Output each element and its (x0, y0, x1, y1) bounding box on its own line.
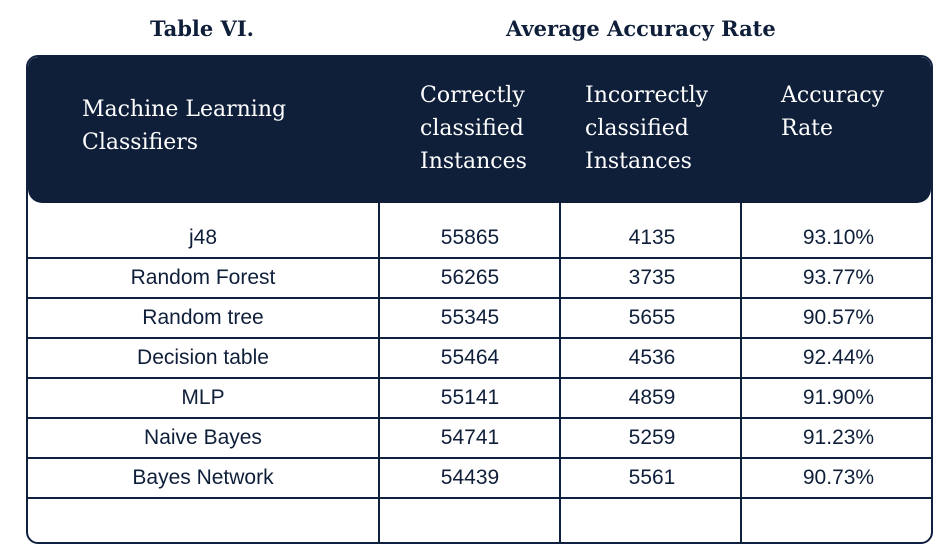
header-incorrectly-classified: Incorrectly classified Instances (585, 83, 709, 174)
cell-correctly-classified (380, 499, 560, 542)
table-row: Random Forest 56265 3735 93.77% (28, 259, 931, 299)
table-row: Random tree 55345 5655 90.57% (28, 299, 931, 339)
cell-accuracy-rate: 93.10% (802, 226, 875, 249)
cell-incorrectly-classified: 4135 (628, 226, 676, 249)
cell-accuracy-rate: 92.44% (802, 346, 875, 369)
table-row: MLP 55141 4859 91.90% (28, 379, 931, 419)
cell-classifier: Naive Bayes (144, 426, 262, 449)
column-divider (559, 203, 561, 542)
table-row: j48 55865 4135 93.10% (28, 219, 931, 259)
cell-correctly-classified: 56265 (440, 266, 500, 289)
header-accuracy-rate: Accuracy Rate (781, 83, 885, 141)
cell-accuracy-rate: 90.73% (802, 466, 875, 489)
cell-classifier: Decision table (137, 346, 269, 369)
table-title: Average Accuracy Rate (506, 16, 776, 41)
cell-incorrectly-classified: 3735 (628, 266, 676, 289)
cell-accuracy-rate: 93.77% (802, 266, 875, 289)
table-row: Decision table 55464 4536 92.44% (28, 339, 931, 379)
header-classifiers: Machine Learning Classifiers (82, 97, 287, 155)
cell-classifier: Random tree (142, 306, 264, 329)
cell-incorrectly-classified: 5259 (628, 426, 676, 449)
cell-correctly-classified: 54439 (440, 466, 500, 489)
cell-classifier (28, 499, 378, 542)
cell-incorrectly-classified: 5561 (628, 466, 676, 489)
accuracy-table: Machine Learning Classifiers Correctly c… (26, 55, 933, 544)
table-row (28, 499, 931, 542)
cell-accuracy-rate: 91.90% (802, 386, 875, 409)
column-divider (378, 203, 380, 542)
cell-incorrectly-classified: 4536 (628, 346, 676, 369)
cell-accuracy-rate: 90.57% (802, 306, 875, 329)
cell-correctly-classified: 55141 (440, 386, 500, 409)
cell-classifier: Bayes Network (132, 466, 274, 489)
cell-incorrectly-classified (562, 499, 742, 542)
cell-accuracy-rate: 91.23% (802, 426, 875, 449)
cell-correctly-classified: 55865 (440, 226, 500, 249)
table-row: Bayes Network 54439 5561 90.73% (28, 459, 931, 499)
table-label: Table VI. (150, 16, 254, 41)
cell-correctly-classified: 55345 (440, 306, 500, 329)
cell-accuracy-rate (744, 499, 931, 542)
cell-classifier: j48 (188, 226, 218, 249)
table-header: Machine Learning Classifiers Correctly c… (28, 57, 931, 203)
cell-correctly-classified: 54741 (440, 426, 500, 449)
header-correctly-classified: Correctly classified Instances (420, 83, 527, 174)
column-divider (740, 203, 742, 542)
cell-correctly-classified: 55464 (440, 346, 500, 369)
table-row: Naive Bayes 54741 5259 91.23% (28, 419, 931, 459)
cell-classifier: MLP (181, 386, 225, 409)
cell-incorrectly-classified: 5655 (628, 306, 676, 329)
cell-incorrectly-classified: 4859 (628, 386, 676, 409)
cell-classifier: Random Forest (130, 266, 276, 289)
